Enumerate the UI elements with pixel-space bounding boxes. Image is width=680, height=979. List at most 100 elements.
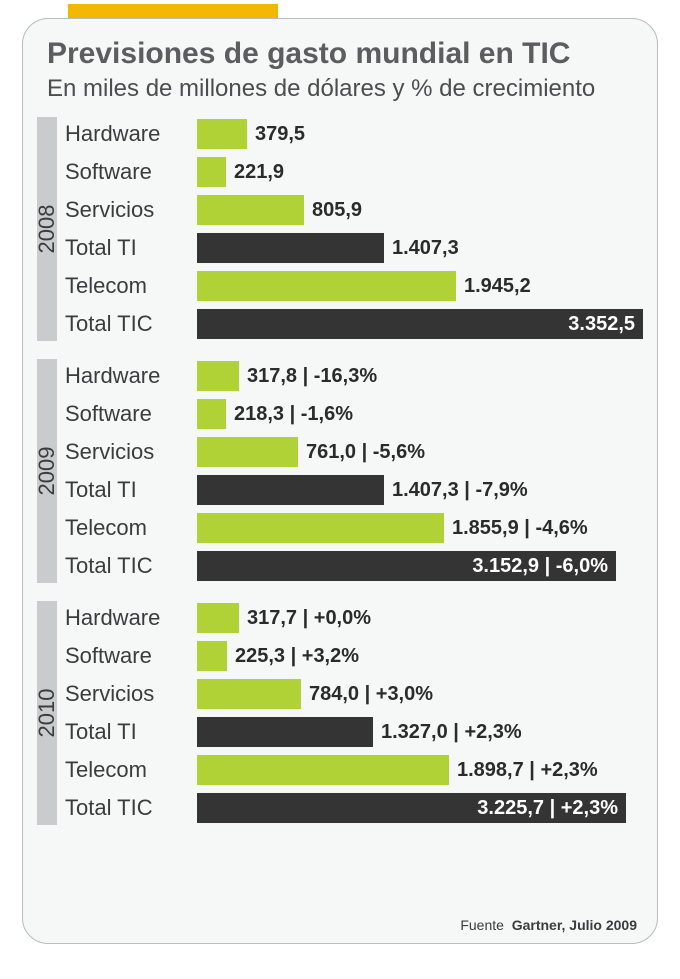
- bar-track: 1.945,2: [197, 267, 645, 305]
- year-group: 2009Hardware317,8 | -16,3%Software218,3 …: [27, 357, 645, 585]
- bar-track: 1.407,3 | -7,9%: [197, 471, 645, 509]
- data-row: Total TI1.407,3: [61, 229, 645, 267]
- year-label: 2010: [34, 689, 60, 738]
- bar-track: 1.855,9 | -4,6%: [197, 509, 645, 547]
- data-row: Telecom1.898,7 | +2,3%: [61, 751, 645, 789]
- bar-track: 225,3 | +3,2%: [197, 637, 645, 675]
- bar: 3.352,5: [197, 309, 643, 339]
- bar-value-label: 3.352,5: [560, 313, 643, 336]
- bar: 218,3 | -1,6%: [197, 399, 226, 429]
- data-row: Servicios805,9: [61, 191, 645, 229]
- data-row: Software218,3 | -1,6%: [61, 395, 645, 433]
- category-label: Total TI: [61, 235, 197, 261]
- category-label: Software: [61, 401, 197, 427]
- bar: 1.407,3: [197, 233, 384, 263]
- category-label: Software: [61, 159, 197, 185]
- bar-value-label: 784,0 | +3,0%: [301, 683, 441, 706]
- data-row: Telecom 1.855,9 | -4,6%: [61, 509, 645, 547]
- source-prefix: Fuente: [460, 917, 504, 933]
- bar: 225,3 | +3,2%: [197, 641, 227, 671]
- category-label: Servicios: [61, 681, 197, 707]
- data-row: Total TIC 3.152,9 | -6,0%: [61, 547, 645, 585]
- data-row: Hardware317,8 | -16,3%: [61, 357, 645, 395]
- bar-value-label: 3.225,7 | +2,3%: [469, 797, 626, 820]
- data-row: Hardware 379,5: [61, 115, 645, 153]
- bar-value-label: 221,9: [226, 161, 292, 184]
- bar: 1.945,2: [197, 271, 456, 301]
- category-label: Servicios: [61, 439, 197, 465]
- bar-value-label: 3.152,9 | -6,0%: [464, 555, 616, 578]
- bar-value-label: 805,9: [304, 199, 370, 222]
- data-row: Hardware317,7 | +0,0%: [61, 599, 645, 637]
- bar: 3.152,9 | -6,0%: [197, 551, 616, 581]
- bar-value-label: 317,7 | +0,0%: [239, 607, 379, 630]
- bar: 317,7 | +0,0%: [197, 603, 239, 633]
- bar-track: 221,9: [197, 153, 645, 191]
- data-row: Telecom1.945,2: [61, 267, 645, 305]
- bar: 805,9: [197, 195, 304, 225]
- bar-value-label: 1.945,2: [456, 275, 539, 298]
- category-label: Total TIC: [61, 553, 197, 579]
- bar-track: 761,0 | -5,6%: [197, 433, 645, 471]
- bar: 1.407,3 | -7,9%: [197, 475, 384, 505]
- bar-track: 3.152,9 | -6,0%: [197, 547, 645, 585]
- bar: 317,8 | -16,3%: [197, 361, 239, 391]
- source-line: Fuente Gartner, Julio 2009: [460, 917, 637, 933]
- category-label: Software: [61, 643, 197, 669]
- bar-track: 317,8 | -16,3%: [197, 357, 645, 395]
- bar: 1.327,0 | +2,3%: [197, 717, 373, 747]
- rows: Hardware379,5Software221,9Servicios805,9…: [61, 115, 645, 343]
- rows: Hardware317,7 | +0,0%Software225,3 | +3,…: [61, 599, 645, 827]
- bar-track: 784,0 | +3,0%: [197, 675, 645, 713]
- bar: 3.225,7 | +2,3%: [197, 793, 626, 823]
- category-label: Telecom: [61, 757, 197, 783]
- category-label: Telecom: [61, 273, 197, 299]
- bar-value-label: 1.327,0 | +2,3%: [373, 721, 530, 744]
- bar-value-label: 379,5: [247, 123, 313, 146]
- bar: 1.898,7 | +2,3%: [197, 755, 449, 785]
- groups-container: 2008Hardware379,5Software221,9Servicios8…: [23, 115, 657, 827]
- category-label: Telecom: [61, 515, 197, 541]
- bar-track: 379,5: [197, 115, 645, 153]
- bar-value-label: 1.898,7 | +2,3%: [449, 759, 606, 782]
- data-row: Total TI1.327,0 | +2,3%: [61, 713, 645, 751]
- data-row: Servicios784,0 | +3,0%: [61, 675, 645, 713]
- bar-value-label: 317,8 | -16,3%: [239, 365, 385, 388]
- source-name: Gartner, Julio 2009: [512, 917, 637, 933]
- data-row: Software221,9: [61, 153, 645, 191]
- category-label: Total TI: [61, 719, 197, 745]
- bar-value-label: 1.407,3: [384, 237, 467, 260]
- chart-title: Previsiones de gasto mundial en TIC: [23, 19, 657, 75]
- category-label: Hardware: [61, 121, 197, 147]
- data-row: Total TIC 3.352,5: [61, 305, 645, 343]
- year-column: 2009: [37, 359, 57, 583]
- bar-value-label: 1.855,9 | -4,6%: [444, 517, 596, 540]
- bar-value-label: 225,3 | +3,2%: [227, 645, 367, 668]
- category-label: Total TIC: [61, 311, 197, 337]
- bar: 761,0 | -5,6%: [197, 437, 298, 467]
- bar-track: 1.327,0 | +2,3%: [197, 713, 645, 751]
- category-label: Servicios: [61, 197, 197, 223]
- category-label: Total TI: [61, 477, 197, 503]
- rows: Hardware317,8 | -16,3%Software218,3 | -1…: [61, 357, 645, 585]
- data-row: Software225,3 | +3,2%: [61, 637, 645, 675]
- bar-track: 1.407,3: [197, 229, 645, 267]
- bar-track: 317,7 | +0,0%: [197, 599, 645, 637]
- bar: 221,9: [197, 157, 226, 187]
- year-column: 2008: [37, 117, 57, 341]
- bar-track: 1.898,7 | +2,3%: [197, 751, 645, 789]
- bar-value-label: 1.407,3 | -7,9%: [384, 479, 536, 502]
- year-column: 2010: [37, 601, 57, 825]
- bar: 784,0 | +3,0%: [197, 679, 301, 709]
- category-label: Total TIC: [61, 795, 197, 821]
- data-row: Servicios761,0 | -5,6%: [61, 433, 645, 471]
- bar-track: 805,9: [197, 191, 645, 229]
- data-row: Total TIC 3.225,7 | +2,3%: [61, 789, 645, 827]
- data-row: Total TI1.407,3 | -7,9%: [61, 471, 645, 509]
- bar-track: 3.225,7 | +2,3%: [197, 789, 645, 827]
- category-label: Hardware: [61, 605, 197, 631]
- bar-track: 3.352,5: [197, 305, 645, 343]
- bar-track: 218,3 | -1,6%: [197, 395, 645, 433]
- bar-value-label: 761,0 | -5,6%: [298, 441, 433, 464]
- bar-value-label: 218,3 | -1,6%: [226, 403, 361, 426]
